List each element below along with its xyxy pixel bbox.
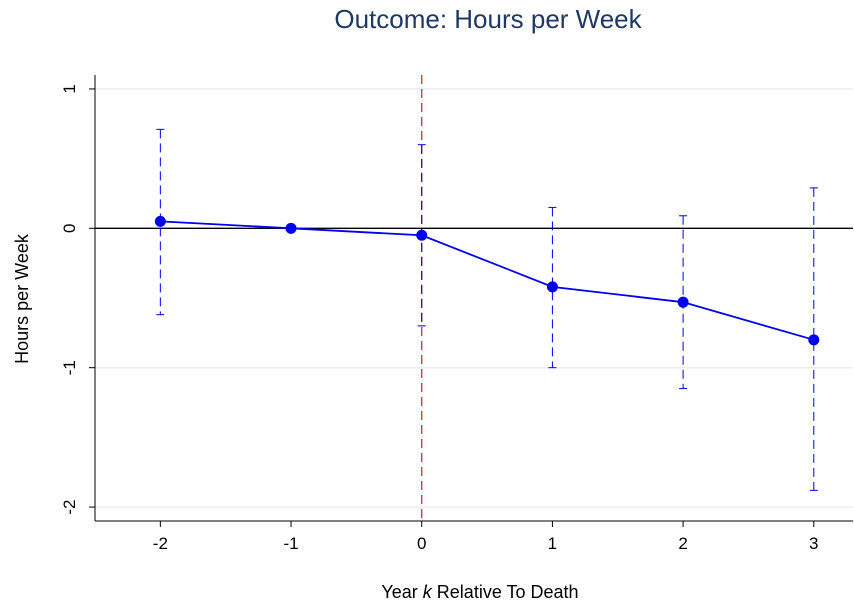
x-tick-label: 1	[548, 534, 557, 553]
estimate-point	[154, 215, 166, 227]
x-tick-label: 3	[809, 534, 818, 553]
series-points	[154, 215, 820, 346]
x-tick-label: 0	[417, 534, 426, 553]
gridlines	[95, 88, 853, 508]
x-axis-label-part-3: Relative To Death	[432, 582, 579, 602]
estimate-point	[546, 281, 558, 293]
x-axis-label-part-2: k	[423, 582, 433, 602]
axes: 1 0 -1 -2 -2 -1 0 1 2 3	[60, 75, 853, 553]
confidence-intervals	[156, 128, 818, 491]
y-tick-label: -2	[60, 500, 79, 515]
y-tick-label: 1	[60, 84, 79, 93]
y-axis-label: Hours per Week	[12, 233, 32, 364]
y-tick-label: 0	[60, 224, 79, 233]
estimate-line	[160, 220, 815, 341]
reference-lines	[95, 75, 853, 521]
x-axis-label: Year k Relative To Death	[381, 582, 578, 602]
chart-title: Outcome: Hours per Week	[334, 4, 642, 34]
y-tick-label: -1	[60, 360, 79, 375]
estimate-point	[808, 334, 820, 346]
estimate-point	[285, 222, 297, 234]
x-axis-label-part-1: Year	[381, 582, 422, 602]
estimate-point	[677, 296, 689, 308]
x-tick-label: 2	[678, 534, 687, 553]
x-tick-label: -1	[283, 534, 298, 553]
x-tick-label: -2	[153, 534, 168, 553]
estimate-point	[416, 229, 428, 241]
series-line	[160, 220, 815, 341]
